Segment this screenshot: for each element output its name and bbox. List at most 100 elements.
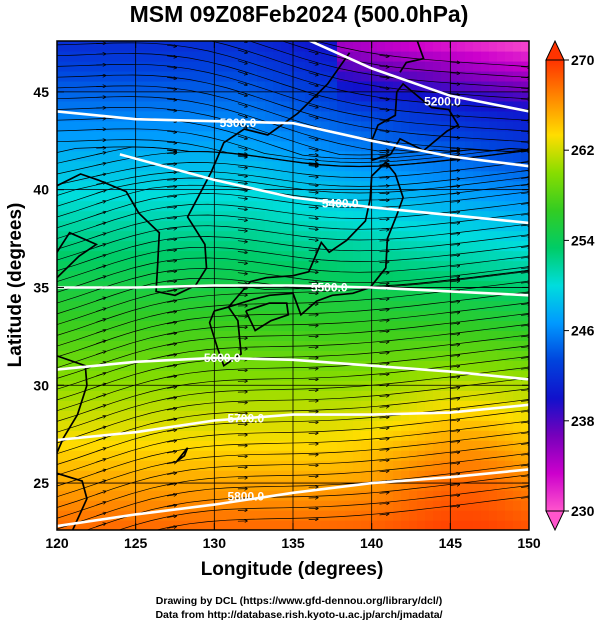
temperature-cell [353, 350, 362, 361]
temperature-cell [281, 150, 290, 162]
temperature-cell [81, 280, 90, 292]
temperature-cell [313, 60, 322, 72]
temperature-cell [305, 170, 314, 182]
temperature-cell [113, 320, 122, 332]
temperature-cell [409, 390, 418, 401]
temperature-cell [129, 440, 138, 451]
temperature-cell [481, 50, 490, 62]
temperature-cell [273, 440, 282, 451]
temperature-cell [225, 160, 234, 172]
temperature-cell [369, 110, 378, 122]
temperature-cell [513, 110, 522, 122]
temperature-cell [265, 200, 274, 212]
temperature-cell [257, 510, 266, 521]
temperature-cell [513, 300, 522, 312]
streamline-arrow [450, 495, 460, 496]
temperature-cell [281, 160, 290, 172]
temperature-cell [249, 260, 258, 272]
streamline-arrow [521, 162, 529, 163]
temperature-cell [401, 100, 410, 112]
temperature-cell [121, 110, 130, 122]
streamline-arrow [237, 283, 248, 284]
temperature-cell [329, 310, 338, 322]
temperature-cell [129, 490, 138, 501]
temperature-cell [313, 500, 322, 511]
temperature-cell [97, 140, 106, 152]
temperature-cell [185, 160, 194, 172]
x-axis-ticks: 120 125 130 135 140 145 150 [45, 41, 541, 551]
temperature-cell [145, 140, 154, 152]
temperature-cell [129, 80, 138, 92]
temperature-cell [305, 160, 314, 172]
temperature-cell [489, 290, 498, 302]
temperature-cell [465, 400, 474, 411]
temperature-cell [457, 270, 466, 282]
temperature-cell [281, 520, 290, 530]
temperature-cell [169, 140, 178, 152]
temperature-cell [177, 370, 186, 381]
temperature-cell [193, 450, 202, 461]
temperature-cell [145, 360, 154, 371]
temperature-cell [377, 210, 386, 222]
temperature-cell [233, 220, 242, 232]
temperature-cell [161, 200, 170, 212]
temperature-cell [393, 270, 402, 282]
temperature-cell [65, 370, 74, 381]
temperature-cell [481, 60, 490, 72]
temperature-cell [209, 400, 218, 411]
temperature-cell [465, 460, 474, 471]
temperature-cell [449, 470, 458, 481]
temperature-cell [185, 110, 194, 122]
temperature-cell [417, 300, 426, 312]
temperature-cell [337, 240, 346, 252]
temperature-cell [73, 270, 82, 282]
temperature-cell [297, 100, 306, 112]
temperature-cell [441, 340, 450, 351]
temperature-cell [505, 80, 514, 92]
streamline-arrow [450, 388, 460, 389]
temperature-cell [377, 80, 386, 92]
temperature-cell [361, 480, 370, 491]
temperature-cell [297, 130, 306, 142]
streamline-arrow [379, 219, 390, 220]
temperature-cell [193, 390, 202, 401]
temperature-cell [281, 480, 290, 491]
temperature-cell [89, 260, 98, 272]
temperature-cell [449, 330, 458, 341]
temperature-cell [217, 310, 226, 322]
temperature-cell [321, 50, 330, 62]
temperature-cell [65, 340, 74, 351]
temperature-cell [425, 150, 434, 162]
temperature-cell [513, 50, 522, 62]
y-tick-label: 25 [33, 475, 49, 491]
temperature-cell [385, 200, 394, 212]
temperature-cell [441, 270, 450, 282]
temperature-cell [121, 390, 130, 401]
temperature-cell [489, 170, 498, 182]
temperature-cell [305, 440, 314, 451]
temperature-cell [321, 440, 330, 451]
temperature-cell [257, 160, 266, 172]
temperature-cell [457, 80, 466, 92]
temperature-cell [473, 150, 482, 162]
temperature-cell [137, 420, 146, 431]
temperature-cell [337, 60, 346, 72]
temperature-cell [433, 140, 442, 152]
temperature-cell [233, 160, 242, 172]
temperature-cell [377, 390, 386, 401]
streamline-arrow [308, 72, 319, 76]
streamline-arrow [521, 422, 529, 423]
temperature-cell [473, 500, 482, 511]
temperature-cell [129, 480, 138, 491]
streamline-arrow [379, 98, 390, 99]
streamline-arrow [521, 465, 529, 466]
temperature-cell [129, 420, 138, 431]
temperature-cell [153, 240, 162, 252]
streamline-arrow [167, 333, 177, 335]
temperature-cell [233, 460, 242, 471]
temperature-cell [89, 420, 98, 431]
temperature-cell [265, 370, 274, 381]
temperature-cell [329, 400, 338, 411]
streamline-arrow [308, 229, 319, 230]
temperature-cell [505, 150, 514, 162]
